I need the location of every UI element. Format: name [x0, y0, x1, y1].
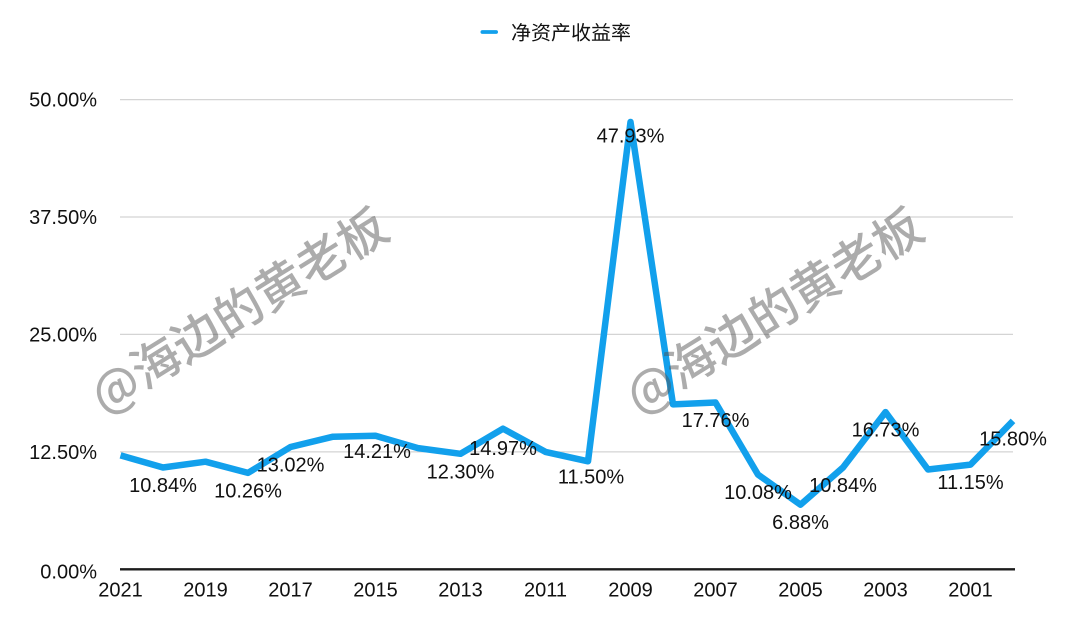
svg-text:2015: 2015 [353, 580, 398, 602]
svg-text:47.93%: 47.93% [597, 126, 665, 148]
svg-text:10.26%: 10.26% [214, 480, 282, 502]
svg-text:2003: 2003 [863, 580, 908, 602]
svg-text:13.02%: 13.02% [257, 455, 325, 477]
svg-text:2009: 2009 [608, 580, 653, 602]
svg-text:25.00%: 25.00% [29, 324, 97, 346]
svg-text:2013: 2013 [438, 580, 483, 602]
svg-text:2021: 2021 [98, 580, 143, 602]
svg-text:10.84%: 10.84% [129, 475, 197, 497]
svg-text:2019: 2019 [183, 580, 228, 602]
svg-text:50.00%: 50.00% [29, 90, 97, 112]
svg-text:6.88%: 6.88% [772, 512, 829, 534]
svg-text:15.80%: 15.80% [979, 428, 1047, 450]
svg-text:10.84%: 10.84% [809, 475, 877, 497]
svg-text:2001: 2001 [948, 580, 993, 602]
svg-text:14.97%: 14.97% [469, 438, 537, 460]
svg-text:14.21%: 14.21% [343, 441, 411, 463]
svg-text:12.30%: 12.30% [427, 461, 495, 483]
svg-text:11.15%: 11.15% [937, 472, 1004, 494]
svg-text:2011: 2011 [524, 580, 567, 602]
svg-text:0.00%: 0.00% [40, 561, 97, 583]
svg-text:2017: 2017 [268, 580, 313, 602]
svg-text:12.50%: 12.50% [29, 442, 97, 464]
svg-text:11.50%: 11.50% [558, 466, 625, 488]
svg-text:16.73%: 16.73% [852, 420, 920, 442]
svg-text:2005: 2005 [778, 580, 823, 602]
svg-text:2007: 2007 [693, 580, 738, 602]
svg-text:37.50%: 37.50% [29, 207, 97, 229]
svg-text:17.76%: 17.76% [682, 410, 750, 432]
svg-text:10.08%: 10.08% [724, 482, 792, 504]
